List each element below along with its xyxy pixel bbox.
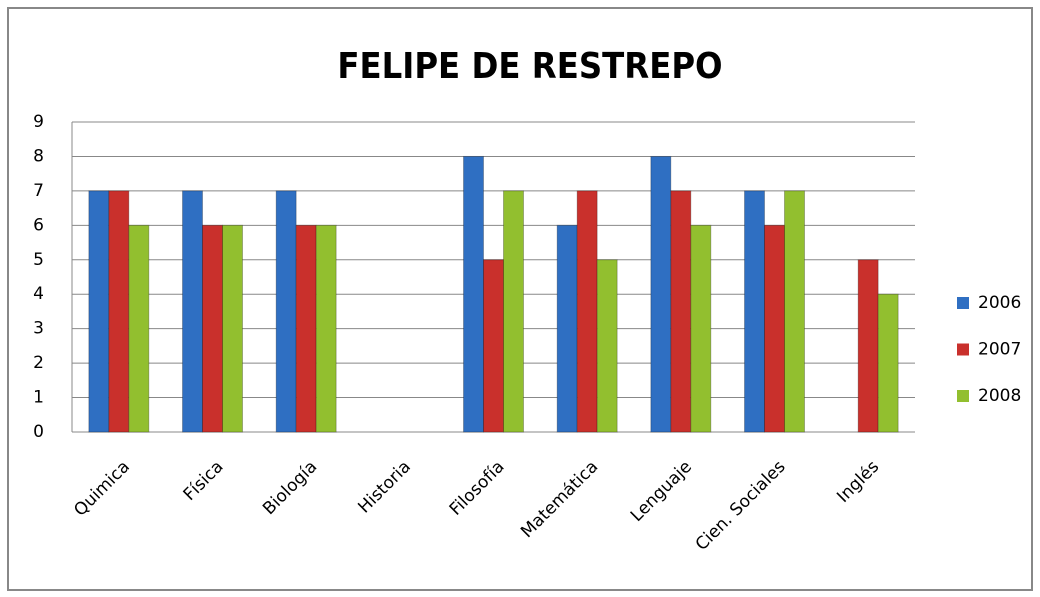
bar [503, 190, 524, 433]
y-tick-label: 9 [33, 112, 44, 132]
bar [275, 190, 297, 433]
y-tick-label: 7 [33, 181, 44, 201]
bar [784, 190, 805, 433]
bar [88, 190, 110, 433]
bar [744, 190, 765, 433]
bar [108, 190, 130, 433]
bar [690, 224, 712, 433]
legend-label: 2007 [978, 340, 1021, 360]
bar [650, 155, 672, 433]
bar [877, 293, 899, 433]
bar [764, 224, 785, 433]
y-tick-label: 6 [33, 215, 44, 235]
bar [576, 190, 598, 433]
bar [596, 259, 618, 433]
bar [463, 155, 484, 433]
legend-label: 2006 [978, 293, 1021, 313]
y-tick-label: 4 [33, 284, 44, 304]
legend-label: 2008 [978, 386, 1021, 406]
bar [857, 259, 879, 433]
bar [315, 224, 337, 433]
bar [670, 190, 692, 433]
bar [182, 190, 203, 433]
y-tick-label: 3 [33, 319, 44, 339]
y-tick-label: 0 [33, 422, 44, 442]
chart-title: FELIPE DE RESTREPO [337, 46, 722, 87]
y-tick-label: 5 [33, 250, 44, 270]
y-tick-label: 8 [33, 146, 44, 166]
legend-swatch [957, 297, 969, 309]
bar [222, 224, 243, 433]
bar [556, 224, 578, 433]
y-tick-label: 2 [33, 353, 44, 373]
bar [295, 224, 317, 433]
legend-swatch [957, 390, 969, 402]
legend-swatch [957, 343, 969, 356]
y-tick-label: 1 [33, 388, 44, 408]
bar [202, 224, 223, 433]
bar [483, 259, 504, 433]
bar [128, 224, 150, 433]
